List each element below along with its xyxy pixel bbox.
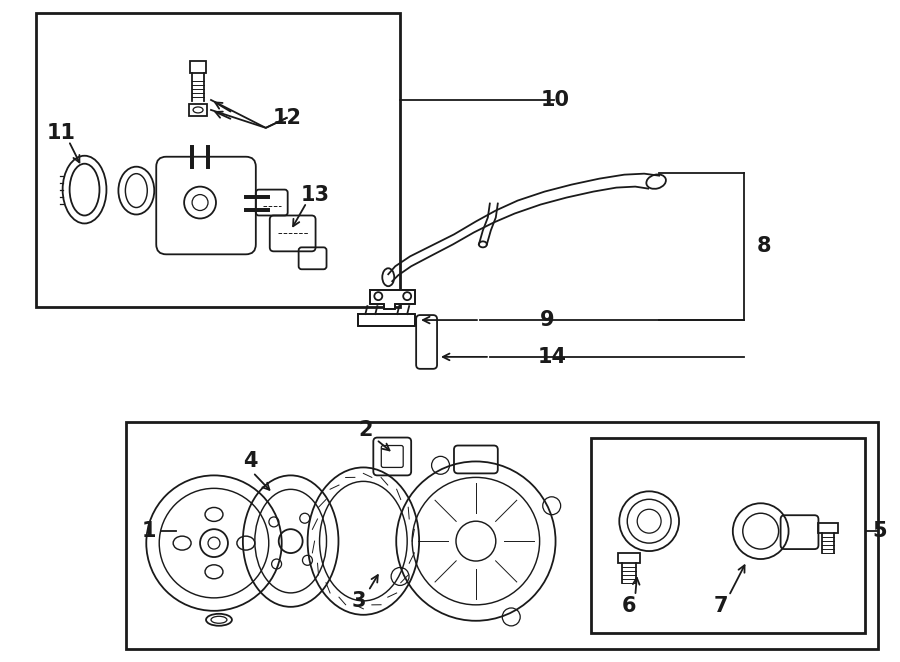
Text: 1: 1 — [142, 521, 157, 541]
Text: 3: 3 — [351, 591, 365, 611]
Bar — [189, 104, 207, 116]
Polygon shape — [358, 314, 415, 326]
Text: 13: 13 — [302, 185, 330, 205]
Bar — [591, 438, 865, 633]
Bar — [818, 523, 839, 533]
Text: 8: 8 — [756, 236, 771, 256]
Text: 10: 10 — [541, 90, 570, 110]
Bar — [190, 61, 206, 73]
Text: 12: 12 — [272, 108, 302, 128]
Bar — [36, 13, 400, 307]
Text: 9: 9 — [540, 310, 555, 330]
Text: 6: 6 — [622, 596, 636, 616]
Circle shape — [208, 537, 220, 549]
Text: 2: 2 — [358, 420, 373, 440]
Text: 4: 4 — [244, 451, 258, 471]
Polygon shape — [370, 290, 415, 309]
Text: 14: 14 — [538, 347, 567, 367]
Text: 11: 11 — [47, 123, 76, 143]
Text: 5: 5 — [873, 521, 887, 541]
Bar — [618, 553, 640, 563]
Bar — [126, 422, 878, 649]
Text: 7: 7 — [714, 596, 728, 616]
